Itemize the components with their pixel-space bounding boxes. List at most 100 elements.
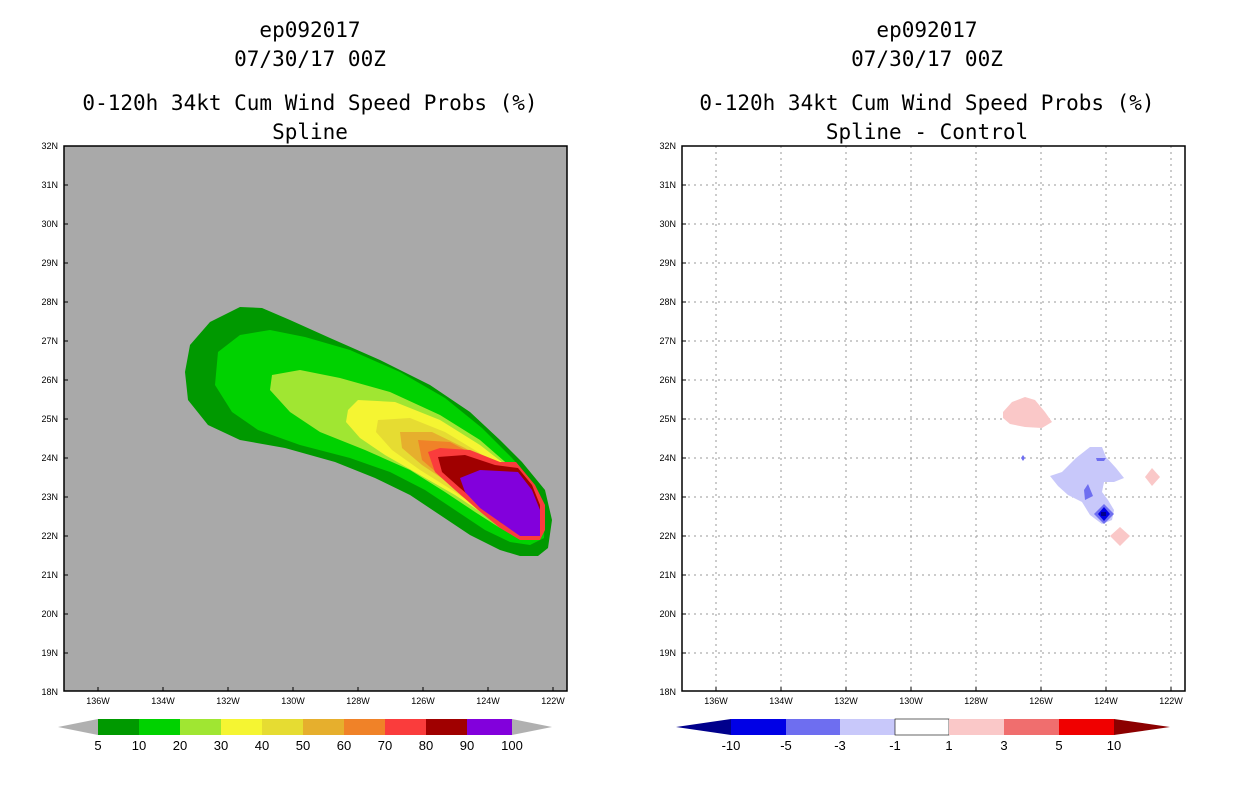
diff-negative-speck [1021, 455, 1025, 461]
colorbar-label: -10 [722, 738, 741, 753]
colorbar-label: -3 [834, 738, 846, 753]
colorbar-swatch [139, 719, 180, 735]
colorbar-label: -1 [889, 738, 901, 753]
diff-positive-area [1110, 527, 1130, 546]
lat-label: 23N [659, 492, 676, 502]
lon-label: 130W [899, 696, 923, 706]
right-colorbar-labels: -10 -5 -3 -1 1 3 5 10 [722, 738, 1122, 753]
colorbar-label: 70 [378, 738, 392, 753]
lat-label: 24N [41, 453, 58, 463]
lat-label: 27N [659, 336, 676, 346]
lon-label: 136W [86, 696, 110, 706]
lat-label: 22N [659, 531, 676, 541]
diff-positive-area [1145, 468, 1160, 486]
colorbar-under-arrow [676, 719, 731, 735]
diff-positive-area [1003, 397, 1052, 428]
lat-label: 30N [659, 219, 676, 229]
colorbar-swatch [385, 719, 426, 735]
lon-label: 132W [216, 696, 240, 706]
colorbar-swatch [426, 719, 467, 735]
left-subtitle: Spline [272, 120, 348, 144]
colorbar-swatch [467, 719, 512, 735]
colorbar-label: 20 [173, 738, 187, 753]
colorbar-label: 90 [460, 738, 474, 753]
lat-label: 29N [659, 258, 676, 268]
lon-label: 134W [769, 696, 793, 706]
lat-label: 21N [659, 570, 676, 580]
lat-label: 20N [41, 609, 58, 619]
lon-label: 128W [346, 696, 370, 706]
colorbar-label: 5 [94, 738, 101, 753]
lat-label: 30N [41, 219, 58, 229]
left-lon-ticks [97, 687, 554, 691]
colorbar-label: 40 [255, 738, 269, 753]
lon-label: 130W [281, 696, 305, 706]
colorbar-label: 100 [501, 738, 523, 753]
diff-negative-speck [1096, 458, 1106, 461]
colorbar-swatch [840, 719, 895, 735]
left-datetime: 07/30/17 00Z [234, 47, 386, 71]
lon-label: 124W [476, 696, 500, 706]
lat-label: 18N [659, 687, 676, 697]
right-map-background [682, 146, 1185, 691]
colorbar-label: 1 [945, 738, 952, 753]
lat-label: 23N [41, 492, 58, 502]
right-map-grid [682, 146, 1185, 691]
left-lat-ticks [64, 184, 68, 654]
lon-label: 128W [964, 696, 988, 706]
colorbar-label: 60 [337, 738, 351, 753]
right-datetime: 07/30/17 00Z [851, 47, 1003, 71]
lat-label: 27N [41, 336, 58, 346]
lon-label: 122W [1159, 696, 1183, 706]
colorbar-swatch [221, 719, 262, 735]
right-colorbar [676, 718, 1170, 736]
colorbar-swatch [949, 719, 1004, 735]
colorbar-label: 50 [296, 738, 310, 753]
colorbar-swatch [786, 719, 840, 735]
left-storm-id: ep092017 [259, 18, 361, 42]
lon-label: 136W [704, 696, 728, 706]
right-subtitle: Spline - Control [825, 120, 1029, 144]
colorbar-label: 30 [214, 738, 228, 753]
colorbar-swatch [180, 719, 221, 735]
lat-label: 21N [41, 570, 58, 580]
colorbar-label: 5 [1055, 738, 1062, 753]
right-lon-ticks [715, 687, 1172, 691]
lon-label: 134W [151, 696, 175, 706]
colorbar-label: 80 [419, 738, 433, 753]
lat-label: 26N [41, 375, 58, 385]
lat-label: 29N [41, 258, 58, 268]
colorbar-under-arrow [58, 719, 98, 735]
colorbar-over-arrow [512, 719, 552, 735]
lat-label: 24N [659, 453, 676, 463]
colorbar-swatch [1004, 719, 1059, 735]
left-colorbar-labels: 5 10 20 30 40 50 60 70 80 90 100 [94, 738, 522, 753]
lat-label: 25N [41, 414, 58, 424]
lat-label: 32N [41, 141, 58, 151]
lat-label: 26N [659, 375, 676, 385]
lat-label: 31N [659, 180, 676, 190]
colorbar-label: 10 [1107, 738, 1121, 753]
lon-label: 126W [411, 696, 435, 706]
lat-label: 20N [659, 609, 676, 619]
lat-label: 25N [659, 414, 676, 424]
colorbar-swatch [1059, 719, 1114, 735]
left-lat-axis: 32N 31N 30N 29N 28N 27N 26N 25N 24N 23N … [41, 141, 58, 697]
lat-label: 28N [41, 297, 58, 307]
right-lon-axis: 136W 134W 132W 130W 128W 126W 124W 122W [704, 696, 1183, 706]
right-lat-ticks [682, 184, 686, 654]
lon-label: 132W [834, 696, 858, 706]
lon-label: 122W [541, 696, 565, 706]
colorbar-swatch [344, 719, 385, 735]
prob-90-band [460, 470, 540, 536]
right-product-title: 0-120h 34kt Cum Wind Speed Probs (%) [699, 91, 1155, 115]
left-probability-field [185, 307, 552, 556]
lat-label: 31N [41, 180, 58, 190]
diff-negative-extreme [1101, 512, 1106, 516]
left-colorbar [58, 719, 552, 735]
right-difference-field [1003, 397, 1160, 546]
colorbar-label: -5 [780, 738, 792, 753]
lon-label: 124W [1094, 696, 1118, 706]
